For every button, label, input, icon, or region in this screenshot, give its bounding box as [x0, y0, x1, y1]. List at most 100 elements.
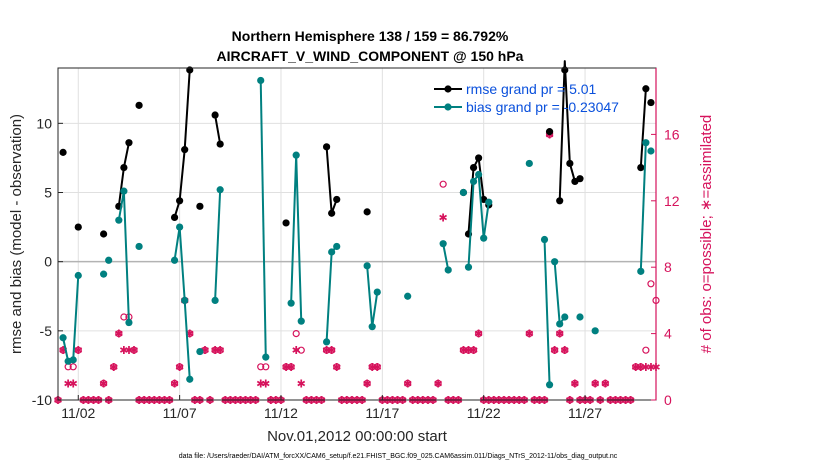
- y-right-tick-label: 4: [664, 326, 672, 342]
- obs-assimilated-marker: ✱: [210, 344, 219, 357]
- obs-possible-marker: [170, 379, 179, 387]
- rmse-point: [637, 164, 645, 172]
- rmse-point: [556, 197, 564, 205]
- obs-possible-marker: [642, 346, 650, 354]
- obs-assimilated-marker: ✱: [459, 344, 468, 357]
- y-axis-label: rmse and bias (model - observation): [8, 114, 25, 354]
- bias-point: [262, 353, 270, 361]
- data-file-footer: data file: /Users/raeder/DAI/ATM_forcXX/…: [179, 453, 618, 460]
- obs-assimilated-marker: ✱: [474, 328, 483, 341]
- bias-point: [576, 313, 584, 321]
- bias-point: [297, 317, 305, 325]
- bias-point: [464, 263, 473, 271]
- bias-point: [125, 318, 133, 327]
- obs-possible-marker: [459, 346, 468, 354]
- legend: rmse grand pr = 5.01 bias grand pr = -0.…: [434, 81, 619, 115]
- obs-possible-marker: [637, 363, 645, 371]
- y-axis-right-label: # of obs: o=possible; ∗=assimilated: [698, 115, 715, 354]
- bias-point: [637, 267, 645, 275]
- obs-assimilated-marker: ✱: [58, 344, 67, 357]
- obs-assimilated-marker: ✱: [560, 344, 569, 357]
- y-right-tick-label: 12: [664, 193, 680, 209]
- x-tick-label: 11/27: [568, 405, 602, 421]
- obs-possible-marker: [110, 363, 118, 371]
- legend-rmse-marker: [444, 85, 452, 93]
- bias-point: [363, 262, 371, 270]
- obs-assimilated-marker: ✱: [109, 361, 118, 374]
- rmse-line: [639, 88, 647, 168]
- obs-assimilated-marker: ✱: [327, 344, 336, 357]
- bias-point: [485, 198, 493, 206]
- obs-possible-marker: [262, 363, 270, 371]
- bias-point: [556, 320, 564, 328]
- bias-point: [196, 347, 204, 356]
- obs-possible-marker: [292, 330, 300, 338]
- bias-point: [475, 170, 483, 179]
- obs-assimilated-marker: ✱: [64, 377, 73, 390]
- obs-possible-marker: [176, 363, 184, 371]
- obs-possible-marker: [475, 330, 483, 338]
- x-axis-label: Nov.01,2012 00:00:00 start: [267, 428, 448, 445]
- bias-point: [216, 186, 224, 194]
- obs-assimilated-marker: ✱: [216, 344, 225, 357]
- obs-assimilated-marker: ✱: [403, 377, 412, 390]
- bias-point: [69, 356, 77, 364]
- bias-line: [214, 189, 222, 301]
- obs-assimilated-marker: ✱: [170, 377, 179, 390]
- obs-possible-marker: [551, 346, 559, 354]
- rmse-point: [170, 213, 179, 221]
- obs-possible-marker: [328, 346, 336, 354]
- obs-possible-marker: [373, 363, 381, 371]
- obs-possible-marker: [561, 346, 569, 354]
- bias-point: [74, 271, 82, 280]
- obs-possible-marker: [469, 346, 478, 354]
- rmse-point: [363, 208, 371, 216]
- obs-possible-marker: [591, 379, 599, 387]
- obs-possible-marker: [120, 313, 128, 321]
- x-tick-label: 11/22: [467, 405, 501, 421]
- bias-point: [459, 188, 468, 197]
- obs-assimilated-marker: ✱: [69, 377, 78, 390]
- rmse-point: [561, 66, 569, 74]
- x-tick-label: 11/07: [163, 405, 197, 421]
- y-axis-left: -10 -5 0 5 10: [32, 115, 63, 408]
- bias-point: [186, 375, 194, 383]
- obs-assimilated-marker: ✱: [99, 377, 108, 390]
- rmse-point: [120, 164, 128, 172]
- obs-assimilated-marker: ✱: [368, 361, 377, 374]
- rmse-point: [196, 202, 204, 210]
- bias-point: [322, 338, 331, 346]
- obs-assimilated-marker: ✱: [433, 377, 442, 390]
- y-right-tick-label: 0: [664, 392, 672, 408]
- rmse-point: [333, 195, 341, 204]
- rmse-point: [74, 223, 82, 231]
- bias-point: [642, 139, 650, 147]
- obs-assimilated-marker: ✱: [591, 377, 600, 390]
- rmse-point: [328, 209, 336, 217]
- obs-possible-marker: [115, 330, 123, 338]
- series-layer: [59, 60, 655, 389]
- y-axis-right: 0 4 8 12 16: [651, 68, 680, 408]
- obs-assimilated-marker: ✱: [281, 361, 290, 374]
- bias-line: [173, 226, 191, 380]
- x-axis: 11/02 11/07 11/12 11/17 11/22 11/27: [61, 395, 602, 421]
- bias-point: [292, 151, 300, 159]
- rmse-point: [100, 230, 108, 238]
- bias-point: [591, 327, 599, 335]
- obs-assimilated-marker: ✱: [185, 328, 194, 341]
- bias-point: [333, 242, 341, 251]
- obs-possible-marker: [216, 346, 224, 354]
- obs-assimilated-marker: ✱: [550, 344, 559, 357]
- obs-possible-marker: [257, 363, 265, 371]
- bias-point: [211, 296, 219, 304]
- obs-assimilated-marker: ✱: [570, 377, 579, 390]
- rmse-point: [545, 128, 554, 136]
- bias-point: [368, 323, 376, 331]
- obs-possible-marker: [74, 346, 82, 354]
- rmse-point: [282, 219, 290, 227]
- obs-assimilated-marker: ✱: [469, 344, 478, 357]
- rmse-point: [642, 85, 650, 93]
- bias-point: [105, 256, 113, 264]
- bias-line: [639, 142, 647, 272]
